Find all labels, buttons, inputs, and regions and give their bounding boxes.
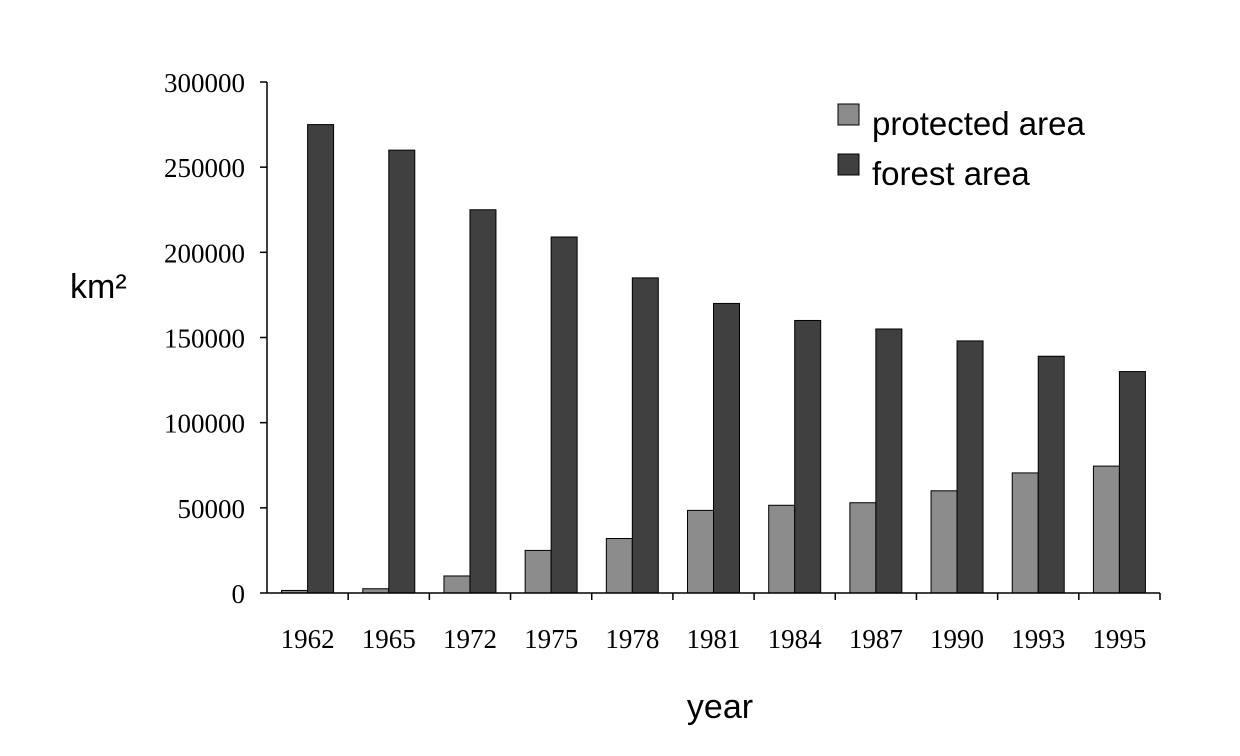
legend-swatch-protected-area (837, 103, 860, 126)
bar-forest-area (388, 149, 416, 594)
x-tick-label: 1975 (524, 624, 578, 654)
y-tick-label: 250000 (164, 153, 245, 183)
bars (281, 124, 1146, 594)
legend-label: protected area (872, 105, 1085, 142)
x-axis-ticks: 1962 1965 1972 1975 1978 1981 1984 1987 1990 1993… (281, 593, 1161, 654)
bar-protected-area (1011, 472, 1039, 594)
bar-forest-area (794, 319, 822, 594)
bar-forest-area (875, 328, 903, 594)
y-tick-label: 300000 (164, 68, 245, 98)
x-tick-label: 1987 (849, 624, 903, 654)
bar-forest-area (1037, 355, 1065, 594)
bar-protected-area (768, 504, 796, 594)
x-axis-title: year (687, 688, 753, 726)
y-tick-label: 100000 (164, 409, 245, 439)
legend: protected area forest area (837, 103, 1085, 192)
legend-swatch-forest-area (837, 153, 860, 176)
x-tick-label: 1984 (768, 624, 823, 654)
x-tick-label: 1981 (687, 624, 741, 654)
bar-forest-area (307, 124, 335, 594)
bar-forest-area (469, 209, 497, 594)
x-tick-label: 1965 (362, 624, 416, 654)
bar-forest-area (550, 236, 578, 594)
bar-protected-area (605, 537, 633, 594)
bar-protected-area (1092, 465, 1120, 594)
bar-forest-area (956, 340, 984, 594)
bar-forest-area (631, 277, 659, 594)
bar-protected-area (443, 575, 471, 594)
x-tick-label: 1995 (1092, 624, 1146, 654)
bar-forest-area (713, 302, 740, 594)
bar-protected-area (524, 549, 552, 594)
x-tick-label: 1990 (930, 624, 984, 654)
bar-protected-area (930, 490, 958, 594)
x-tick-label: 1962 (281, 624, 335, 654)
y-tick-label: 50000 (178, 494, 246, 524)
y-tick-label: 150000 (164, 324, 245, 354)
y-tick-label: 0 (232, 579, 246, 609)
bar-protected-area (849, 502, 877, 594)
y-axis-ticks: 0 50000 100000 150000 200000 250000 300000 (164, 68, 267, 609)
y-tick-label: 200000 (164, 238, 245, 268)
x-tick-label: 1972 (443, 624, 497, 654)
legend-label: forest area (872, 155, 1030, 192)
x-tick-label: 1978 (605, 624, 659, 654)
y-axis-title: km² (70, 268, 127, 306)
bar-forest-area (1118, 371, 1146, 594)
x-tick-label: 1993 (1011, 624, 1065, 654)
bar-protected-area (687, 509, 714, 594)
